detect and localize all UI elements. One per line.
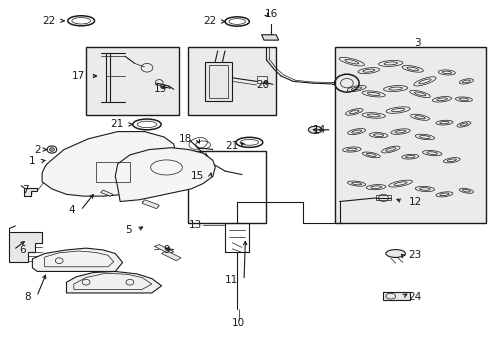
Polygon shape bbox=[32, 248, 122, 271]
Ellipse shape bbox=[385, 249, 405, 257]
Circle shape bbox=[49, 148, 54, 151]
Text: 9: 9 bbox=[163, 245, 170, 255]
Polygon shape bbox=[66, 271, 161, 293]
Bar bbox=[86, 47, 178, 116]
Polygon shape bbox=[115, 148, 215, 202]
Text: 20: 20 bbox=[256, 80, 269, 90]
Text: 21: 21 bbox=[110, 120, 123, 129]
Text: 13: 13 bbox=[188, 220, 201, 230]
Text: 3: 3 bbox=[413, 38, 420, 48]
Text: 11: 11 bbox=[224, 275, 238, 285]
Text: 1: 1 bbox=[29, 156, 36, 166]
Ellipse shape bbox=[308, 126, 322, 134]
Text: 14: 14 bbox=[312, 125, 325, 135]
Polygon shape bbox=[42, 132, 176, 196]
Polygon shape bbox=[24, 188, 37, 196]
Bar bbox=[96, 162, 130, 182]
Bar bbox=[209, 65, 227, 98]
Text: 6: 6 bbox=[19, 245, 26, 255]
Bar bbox=[188, 47, 276, 116]
Text: 5: 5 bbox=[124, 225, 131, 235]
Text: 22: 22 bbox=[42, 16, 55, 26]
Polygon shape bbox=[142, 200, 159, 209]
Polygon shape bbox=[261, 35, 278, 40]
Bar bbox=[205, 62, 232, 101]
Polygon shape bbox=[161, 251, 181, 261]
Polygon shape bbox=[9, 232, 42, 262]
Bar bbox=[334, 47, 485, 223]
Text: 17: 17 bbox=[71, 71, 84, 81]
Text: 10: 10 bbox=[232, 319, 244, 328]
Text: 2: 2 bbox=[34, 144, 41, 154]
Bar bbox=[256, 76, 267, 83]
Text: 22: 22 bbox=[203, 17, 216, 27]
Bar bbox=[383, 292, 409, 300]
Text: 8: 8 bbox=[24, 292, 31, 302]
Polygon shape bbox=[154, 244, 173, 253]
Polygon shape bbox=[101, 190, 113, 196]
Text: 12: 12 bbox=[407, 197, 421, 207]
Text: 16: 16 bbox=[264, 9, 277, 19]
Text: 23: 23 bbox=[407, 250, 421, 260]
Text: 4: 4 bbox=[68, 206, 75, 216]
Bar bbox=[188, 151, 266, 223]
Text: 24: 24 bbox=[407, 292, 421, 302]
Text: 15: 15 bbox=[191, 171, 204, 181]
Text: 18: 18 bbox=[178, 134, 191, 144]
Text: 7: 7 bbox=[22, 185, 29, 195]
Text: 21: 21 bbox=[224, 141, 238, 151]
Text: 19: 19 bbox=[154, 84, 167, 94]
